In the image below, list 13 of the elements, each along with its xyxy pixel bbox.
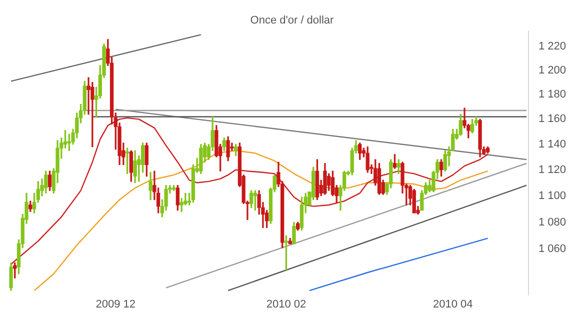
y-tick-label: 1 100 xyxy=(538,190,566,202)
y-tick-label: 1 060 xyxy=(538,243,566,256)
y-tick-label: 1 220 xyxy=(538,40,566,53)
y-tick-label: 1 080 xyxy=(538,216,566,228)
chart-title: Once d'or / dollar xyxy=(250,14,334,27)
y-tick-label: 1 180 xyxy=(538,88,566,101)
x-tick-label: 2010 02 xyxy=(266,298,306,310)
y-tick-label: 1 160 xyxy=(538,113,566,126)
x-tick-label: 2009 12 xyxy=(96,298,136,310)
y-tick-label: 1 140 xyxy=(538,138,566,150)
x-tick-label: 2010 04 xyxy=(433,298,473,310)
y-tick-label: 1 120 xyxy=(538,164,566,176)
y-tick-label: 1 200 xyxy=(538,64,566,76)
